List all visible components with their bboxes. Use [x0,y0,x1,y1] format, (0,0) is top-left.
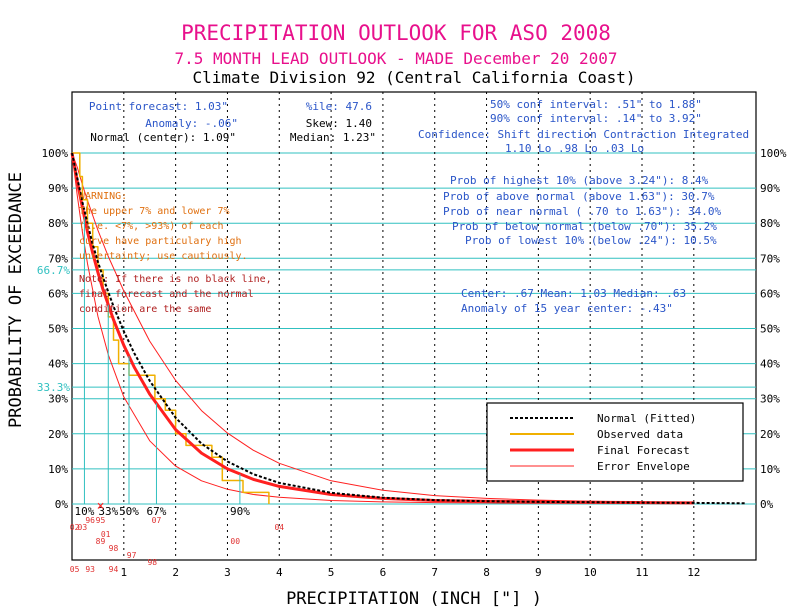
x-tick-label: 4 [276,566,283,579]
y-tick-label-left: 40% [48,358,68,371]
legend-normal-label: Normal (Fitted) [597,412,696,425]
year-label: 05 [70,565,80,574]
y-tick-label-right: 60% [760,287,780,300]
y-tick-label-left: 90% [48,182,68,195]
y-tick-label-right: 70% [760,252,780,265]
x-tick-label: 9 [535,566,542,579]
final-forecast-line [70,152,694,505]
y-axis-label: PROBABILITY OF EXCEEDANCE [6,172,26,428]
point-forecast-marker: × [97,499,105,514]
skew-text: Skew: 1.40 [306,117,372,130]
y-tick-label-right: 40% [760,358,780,371]
warning-line-3: curve have particulary high [79,236,242,247]
prob-above-text: Prob of above normal (above 1.63"): 30.7… [443,190,715,203]
y-tick-label-left: 70% [48,252,68,265]
percentile-text: %ile: 47.6 [306,100,372,113]
x-tick-label: 10 [584,566,597,579]
year-label: 01 [101,530,111,539]
year-label: 96 [85,516,95,525]
y-tick-label-left: 10% [48,463,68,476]
prob-below-text: Prob of below normal (below .70"): 35.2% [452,220,717,233]
x-tick-label: 11 [635,566,648,579]
reference-label: 33.3% [37,381,70,394]
y-tick-label-right: 20% [760,428,780,441]
year-label: 98 [109,544,119,553]
y-tick-label-right: 90% [760,182,780,195]
conf-50-text: 50% conf interval: .51" to 1.88" [490,98,702,111]
y-tick-label-right: 80% [760,217,780,230]
plot-frame [71,91,757,561]
x-tick-label: 1 [121,566,128,579]
legend-observed-label: Observed data [597,428,683,441]
confidence-header-text: Confidence: Shift direction Contraction … [418,128,749,141]
year-label: 03 [78,523,88,532]
x-tick-label: 8 [483,566,490,579]
percentile-marker-label: 10% [74,505,94,518]
year-label: 95 [96,516,106,525]
x-tick-label: 2 [172,566,179,579]
y-tick-label-left: 0% [55,498,69,511]
percentile-marker-label: 90% [230,505,250,518]
legend: Normal (Fitted) Observed data Final Fore… [486,402,744,482]
y-tick-label-left: 100% [42,147,69,160]
y-tick-label-left: 50% [48,323,68,336]
year-label: 93 [85,565,95,574]
median-text: Median: 1.23" [290,131,376,144]
percentile-marker-label: 33% [98,505,118,518]
chart-title: PRECIPITATION OUTLOOK FOR ASO 2008 [181,21,611,45]
year-label: 97 [127,551,137,560]
year-label: 94 [109,565,119,574]
year-label: 02 [70,523,80,532]
legend-forecast-label: Final Forecast [597,444,690,457]
percentile-marker-label: 67% [147,505,167,518]
warning-line-4: uncertainty; use cautiously. [79,251,248,262]
point-forecast-text: Point forecast: 1.03" [89,100,228,113]
x-tick-label: 5 [328,566,335,579]
x-tick-label: 7 [431,566,438,579]
note-line-3: condition are the same [79,304,211,315]
anomaly-text: Anomaly: -.06" [145,117,238,130]
percentile-marker-label: 50% [119,505,139,518]
y-tick-label-left: 60% [48,287,68,300]
confidence-values-text: 1.10 Lo .98 Lo .03 Lo [505,142,644,155]
y-tick-label-right: 0% [760,498,774,511]
legend-box [486,402,744,482]
prob-lowest-text: Prob of lowest 10% (below .24"): 10.5% [465,234,717,247]
y-tick-label-right: 30% [760,393,780,406]
reference-label: 66.7% [37,264,70,277]
prob-near-text: Prob of near normal ( .70 to 1.63"): 34.… [443,205,722,218]
year-label: 98 [147,558,157,567]
y-tick-label-right: 50% [760,323,780,336]
legend-envelope-label: Error Envelope [597,460,690,473]
x-axis-label: PRECIPITATION (INCH ["] ) [286,589,542,609]
error-envelope-upper-line [71,152,694,503]
note-line-2: final forecast and the normal [79,289,254,300]
warning-title: WARNING: [79,191,127,202]
y-tick-label-left: 20% [48,428,68,441]
y-tick-label-right: 10% [760,463,780,476]
warning-line-1: The upper 7% and lower 7% [79,206,230,217]
y-tick-label-left: 80% [48,217,68,230]
x-tick-label: 12 [687,566,700,579]
note-line-1: Note: If there is no black line, [79,274,272,285]
center-mean-median-text: Center: .67 Mean: 1.03 Median: .63 [461,287,686,300]
x-tick-label: 3 [224,566,231,579]
warning-line-2: (i.e. <7%, >93%) of each [79,221,224,232]
y-tick-label-right: 100% [760,147,787,160]
year-label: 07 [152,516,162,525]
year-label: 04 [274,523,284,532]
year-label: 89 [96,537,106,546]
normal-fitted-line [71,152,746,505]
y-tick-label-left: 30% [48,393,68,406]
year-label: 00 [230,537,240,546]
chart-subtitle: 7.5 MONTH LEAD OUTLOOK - MADE December 2… [174,49,617,68]
center-anomaly-text: Anomaly of 15 year center: -.43" [461,302,673,315]
division-label: Climate Division 92 (Central California … [192,68,635,87]
prob-highest-text: Prob of highest 10% (above 3.24"): 8.4% [450,174,709,187]
x-tick-label: 6 [380,566,387,579]
conf-90-text: 90% conf interval: .14" to 3.92" [490,112,702,125]
normal-center-text: Normal (center): 1.09" [90,131,236,144]
